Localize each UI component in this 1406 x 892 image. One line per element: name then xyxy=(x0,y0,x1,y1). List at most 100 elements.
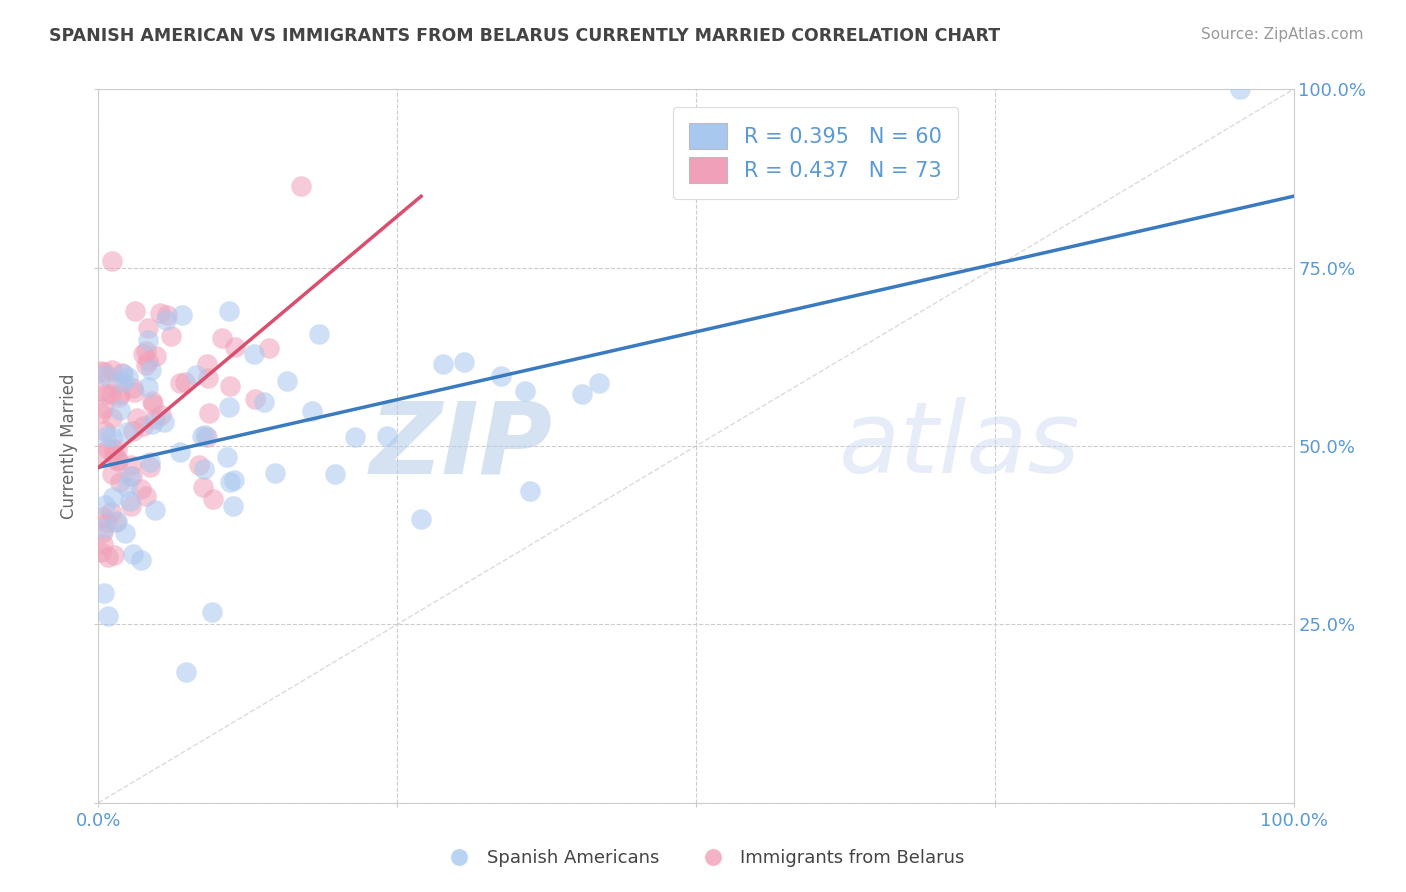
Point xyxy=(211,331,233,345)
Point xyxy=(108,475,131,489)
Point xyxy=(169,445,191,459)
Point xyxy=(224,473,246,487)
Point xyxy=(159,329,181,343)
Point xyxy=(96,429,118,443)
Point xyxy=(132,347,155,361)
Point xyxy=(308,327,330,342)
Point xyxy=(276,374,298,388)
Point xyxy=(108,403,131,417)
Point xyxy=(100,467,122,481)
Point xyxy=(117,370,139,384)
Point xyxy=(201,605,224,619)
Point xyxy=(139,362,162,376)
Point xyxy=(375,428,398,442)
Point xyxy=(94,368,117,383)
Point xyxy=(218,304,240,318)
Point xyxy=(217,450,239,464)
Point xyxy=(107,452,129,467)
Point xyxy=(145,350,167,364)
Point xyxy=(149,408,172,422)
Point xyxy=(1229,82,1251,96)
Point xyxy=(111,367,134,381)
Point xyxy=(104,515,127,529)
Point xyxy=(143,503,166,517)
Point xyxy=(90,406,112,420)
Point xyxy=(195,357,218,371)
Point xyxy=(489,368,512,383)
Point xyxy=(197,371,219,385)
Point xyxy=(243,346,266,360)
Point xyxy=(290,178,312,193)
Point xyxy=(519,483,541,498)
Point xyxy=(169,376,191,390)
Point xyxy=(325,467,347,481)
Point xyxy=(114,526,136,541)
Point xyxy=(195,430,218,444)
Point xyxy=(221,499,243,513)
Point xyxy=(93,365,115,379)
Point xyxy=(191,480,214,494)
Point xyxy=(136,320,159,334)
Point xyxy=(105,442,128,456)
Point xyxy=(343,430,366,444)
Point xyxy=(136,354,159,368)
Point xyxy=(91,537,114,551)
Point xyxy=(101,442,124,456)
Point xyxy=(110,386,132,401)
Point xyxy=(141,393,163,408)
Point xyxy=(219,475,242,489)
Point xyxy=(139,460,162,475)
Point xyxy=(191,429,214,443)
Point xyxy=(135,489,157,503)
Point xyxy=(135,344,157,359)
Point xyxy=(141,396,163,410)
Point xyxy=(174,665,197,679)
Point xyxy=(139,455,162,469)
Point xyxy=(93,585,115,599)
Point xyxy=(96,515,118,529)
Y-axis label: Currently Married: Currently Married xyxy=(60,373,79,519)
Point xyxy=(173,376,195,390)
Point xyxy=(156,308,179,322)
Point xyxy=(103,450,125,464)
Point xyxy=(170,308,193,322)
Point xyxy=(90,364,112,378)
Point xyxy=(224,340,246,354)
Point xyxy=(122,425,145,439)
Point xyxy=(111,375,134,389)
Point xyxy=(245,392,267,407)
Point xyxy=(153,415,176,429)
Point xyxy=(127,411,149,425)
Point xyxy=(197,406,219,420)
Text: atlas: atlas xyxy=(839,398,1081,494)
Legend: R = 0.395   N = 60, R = 0.437   N = 73: R = 0.395 N = 60, R = 0.437 N = 73 xyxy=(673,107,957,199)
Point xyxy=(118,494,141,508)
Point xyxy=(93,401,115,416)
Point xyxy=(115,480,138,494)
Point xyxy=(253,394,276,409)
Point xyxy=(135,358,157,372)
Point xyxy=(186,368,208,382)
Point xyxy=(120,458,142,472)
Point xyxy=(97,549,120,564)
Point xyxy=(129,482,152,496)
Point xyxy=(131,553,153,567)
Point xyxy=(93,521,115,535)
Point xyxy=(155,313,177,327)
Point xyxy=(187,458,209,473)
Point xyxy=(111,366,134,380)
Point xyxy=(219,379,242,393)
Point xyxy=(124,385,146,400)
Text: ZIP: ZIP xyxy=(370,398,553,494)
Legend: Spanish Americans, Immigrants from Belarus: Spanish Americans, Immigrants from Belar… xyxy=(434,842,972,874)
Point xyxy=(90,446,112,460)
Point xyxy=(90,384,112,398)
Point xyxy=(97,609,120,624)
Point xyxy=(301,403,323,417)
Text: SPANISH AMERICAN VS IMMIGRANTS FROM BELARUS CURRENTLY MARRIED CORRELATION CHART: SPANISH AMERICAN VS IMMIGRANTS FROM BELA… xyxy=(49,27,1000,45)
Point xyxy=(100,363,122,377)
Point xyxy=(94,424,117,438)
Point xyxy=(103,548,125,562)
Point xyxy=(136,379,159,393)
Point xyxy=(120,469,142,483)
